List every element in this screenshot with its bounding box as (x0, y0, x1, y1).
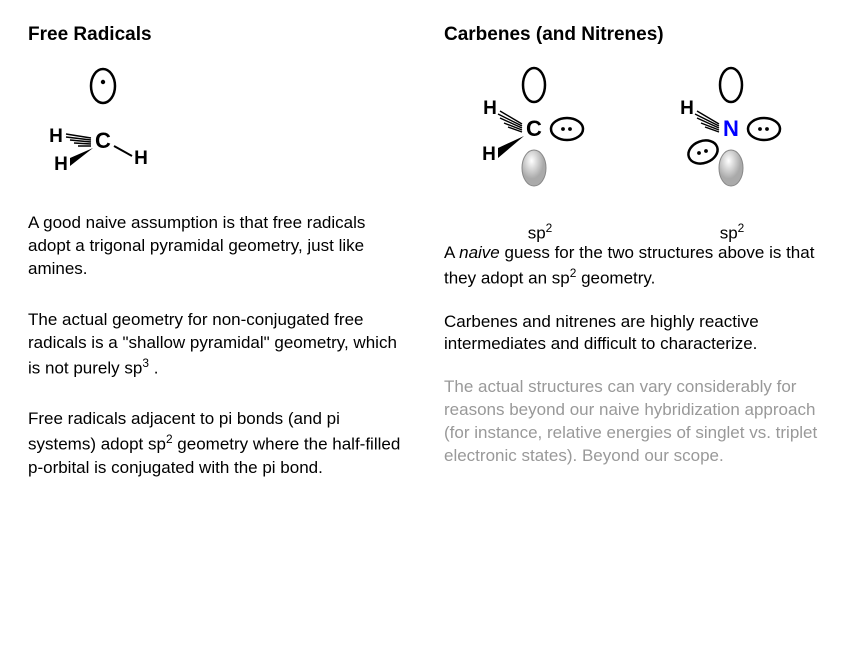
nitrene-h-ul: H (680, 98, 694, 119)
left-para-2-sup: 3 (142, 356, 149, 370)
center-atom-c: C (95, 128, 111, 153)
left-para-1: A good naive assumption is that free rad… (28, 212, 412, 281)
solid-wedge (70, 148, 93, 166)
carbene-label: sp2 (444, 221, 636, 244)
top-lobe (523, 68, 545, 102)
carbene-nitrene-diagrams: C H H (444, 62, 828, 232)
carbene-label-pre: sp (528, 224, 546, 243)
wedge-dash-bond (66, 134, 91, 146)
nitrene-n: N (723, 116, 739, 141)
lone-pair-dot (765, 127, 769, 131)
right-heading: Carbenes (and Nitrenes) (444, 24, 828, 46)
nitrene-right-lobe (748, 118, 780, 140)
h-bottom-left: H (54, 154, 68, 175)
nitrene-left-lobe (685, 137, 721, 168)
carbene-structure: C H H (444, 62, 636, 232)
radical-dot (101, 80, 105, 84)
carbene-h-ul: H (483, 98, 497, 119)
carbene-svg: C H H (444, 62, 624, 212)
right-para-1-a: A (444, 243, 459, 262)
single-bond (114, 146, 132, 156)
nitrene-svg: N H (636, 62, 816, 212)
nitrene-label: sp2 (636, 221, 828, 244)
lone-pair-dot (568, 127, 572, 131)
orbital-lobe (91, 69, 115, 103)
right-para-1-italic: naive (459, 243, 500, 262)
left-para-3: Free radicals adjacent to pi bonds (and … (28, 408, 412, 479)
methyl-radical-svg: C H H H (28, 62, 208, 202)
left-para-2-post: . (149, 358, 158, 377)
left-para-2-pre: The actual geometry for non-conjugated f… (28, 310, 397, 378)
free-radical-diagram: C H H H (28, 62, 412, 202)
right-para-3-gray: The actual structures can vary considera… (444, 376, 828, 468)
left-para-2: The actual geometry for non-conjugated f… (28, 309, 412, 380)
lone-pair-dot (758, 127, 762, 131)
nitrene-hash-wedge (695, 111, 719, 132)
nitrene-label-sup: 2 (738, 221, 745, 235)
nitrene-top-lobe (720, 68, 742, 102)
nitrene-bottom-lobe (719, 150, 743, 186)
left-column: Free Radicals C H H H A good naive (28, 24, 412, 644)
carbene-h-dl: H (482, 144, 496, 165)
lone-pair-dot (561, 127, 565, 131)
right-column: Carbenes (and Nitrenes) C H H (444, 24, 828, 644)
nitrene-structure: N H (636, 62, 828, 232)
carbene-solid-wedge (498, 136, 524, 158)
lone-pair-dot (697, 151, 701, 155)
carbene-label-sup: 2 (546, 221, 553, 235)
carbene-right-lobe (551, 118, 583, 140)
h-right: H (134, 148, 148, 169)
nitrene-label-pre: sp (720, 224, 738, 243)
lone-pair-dot (704, 149, 708, 153)
h-top-left: H (49, 126, 63, 147)
carbene-c: C (526, 116, 542, 141)
left-heading: Free Radicals (28, 24, 412, 46)
carbene-bottom-lobe (522, 150, 546, 186)
right-para-2: Carbenes and nitrenes are highly reactiv… (444, 311, 828, 357)
right-para-1-post: geometry. (576, 269, 655, 288)
left-para-3-sup: 2 (166, 432, 173, 446)
right-para-1: A naive guess for the two structures abo… (444, 242, 828, 291)
carbene-hash-wedge (498, 111, 522, 132)
